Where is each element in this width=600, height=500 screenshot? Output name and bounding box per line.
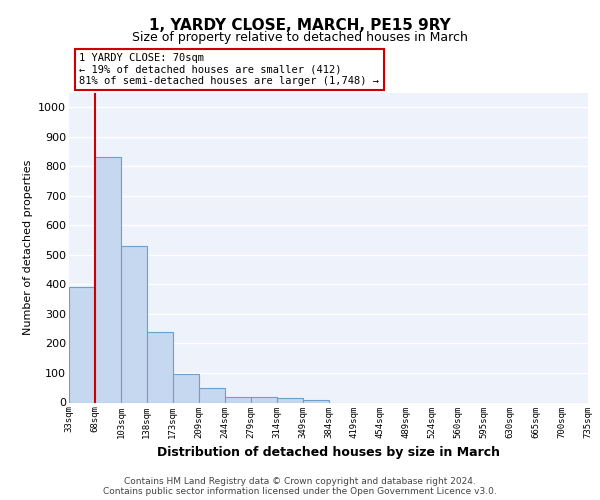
Bar — [277, 398, 302, 402]
Bar — [225, 396, 251, 402]
Bar — [251, 396, 277, 402]
Bar — [302, 400, 329, 402]
Bar — [69, 288, 95, 403]
Y-axis label: Number of detached properties: Number of detached properties — [23, 160, 32, 335]
Bar — [199, 388, 224, 402]
Bar — [173, 374, 199, 402]
Text: Contains HM Land Registry data © Crown copyright and database right 2024.: Contains HM Land Registry data © Crown c… — [124, 477, 476, 486]
Text: 1 YARDY CLOSE: 70sqm
← 19% of detached houses are smaller (412)
81% of semi-deta: 1 YARDY CLOSE: 70sqm ← 19% of detached h… — [79, 53, 379, 86]
X-axis label: Distribution of detached houses by size in March: Distribution of detached houses by size … — [157, 446, 500, 459]
Bar — [147, 332, 173, 402]
Text: 1, YARDY CLOSE, MARCH, PE15 9RY: 1, YARDY CLOSE, MARCH, PE15 9RY — [149, 18, 451, 32]
Text: Size of property relative to detached houses in March: Size of property relative to detached ho… — [132, 31, 468, 44]
Text: Contains public sector information licensed under the Open Government Licence v3: Contains public sector information licen… — [103, 487, 497, 496]
Bar — [121, 246, 147, 402]
Bar — [95, 158, 121, 402]
